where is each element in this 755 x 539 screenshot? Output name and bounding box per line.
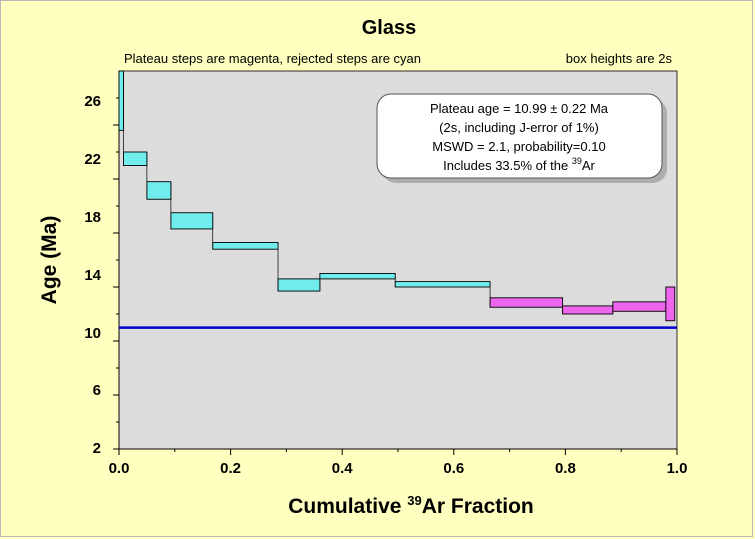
annotation-line-3: MSWD = 2.1, probability=0.10 <box>432 139 605 154</box>
plateau-annotation-box: Plateau age = 10.99 ± 0.22 Ma (2s, inclu… <box>376 93 667 183</box>
plateau-step-box <box>612 301 667 312</box>
plateau-step-box <box>489 297 564 308</box>
x-axis-title-sup: 39 <box>407 493 421 508</box>
x-tick-label: 0.8 <box>555 460 576 477</box>
rejected-step-box <box>212 241 279 250</box>
y-tick-label: 2 <box>93 440 101 457</box>
x-axis-title-prefix: Cumulative <box>288 495 407 518</box>
chart-subtitle-right: box heights are 2s <box>566 51 673 66</box>
x-tick-label: 0.0 <box>109 460 130 477</box>
step-boxes <box>118 70 676 322</box>
y-ticks <box>113 97 119 450</box>
x-tick-label: 0.2 <box>220 460 241 477</box>
y-axis-title: Age (Ma) <box>38 216 61 305</box>
annotation-line-4-prefix: Includes 33.5% of the <box>443 158 572 173</box>
x-axis-title: Cumulative 39Ar Fraction <box>288 493 534 518</box>
rejected-step-box <box>146 181 172 200</box>
y-tick-label: 10 <box>84 325 101 342</box>
chart-subtitle-left: Plateau steps are magenta, rejected step… <box>124 51 421 66</box>
x-axis-title-suffix: Ar Fraction <box>422 495 534 518</box>
rejected-step-box <box>319 273 396 280</box>
y-tick-label: 14 <box>84 267 101 284</box>
x-tick-label: 1.0 <box>667 460 688 477</box>
rejected-step-box <box>123 151 148 166</box>
rejected-step-box <box>277 278 321 292</box>
y-tick-label: 6 <box>93 382 101 399</box>
rejected-step-box <box>118 70 124 131</box>
y-tick-label: 26 <box>84 93 101 110</box>
annotation-background <box>376 93 663 179</box>
annotation-line-1: Plateau age = 10.99 ± 0.22 Ma <box>430 101 609 116</box>
annotation-line-4-sup: 39 <box>572 156 582 166</box>
x-tick-labels: 0.0 0.2 0.4 0.6 0.8 1.0 <box>109 460 688 477</box>
x-ticks <box>118 449 678 455</box>
rejected-step-box <box>394 281 491 288</box>
annotation-line-4-suffix: Ar <box>582 158 596 173</box>
plateau-step-box <box>665 286 676 322</box>
annotation-line-2: (2s, including J-error of 1%) <box>439 120 599 135</box>
rejected-step-box <box>170 212 214 230</box>
y-tick-label: 22 <box>84 151 101 168</box>
y-tick-label: 18 <box>84 209 101 226</box>
y-tick-labels: 2 6 10 14 18 22 26 <box>84 93 101 457</box>
plateau-step-box <box>562 305 614 315</box>
x-tick-label: 0.4 <box>332 460 354 477</box>
annotation-line-4: Includes 33.5% of the 39Ar <box>443 156 595 173</box>
x-tick-label: 0.6 <box>443 460 464 477</box>
chart-title: Glass <box>362 17 416 39</box>
